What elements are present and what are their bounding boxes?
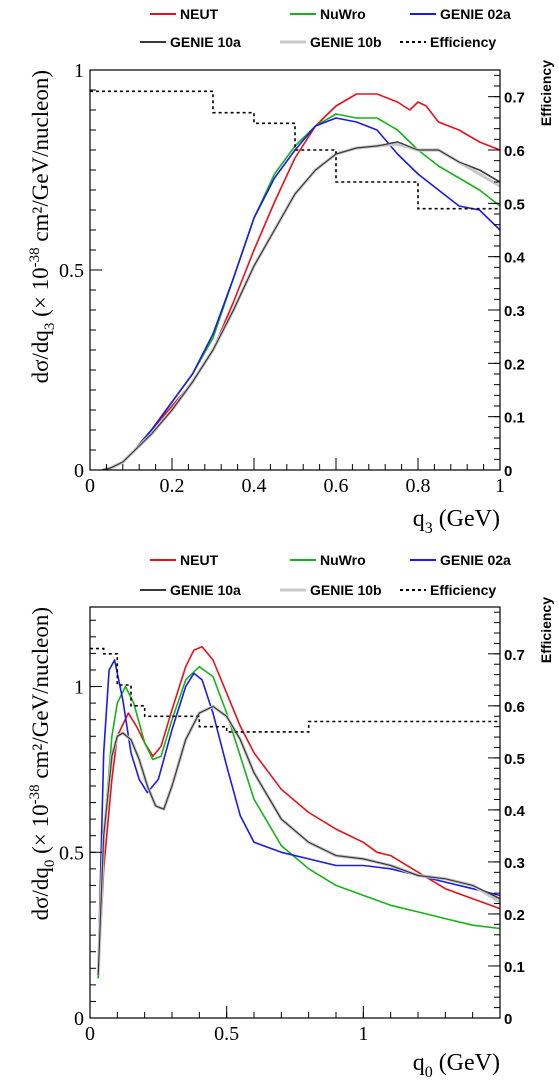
y2-tick-label: 0.5 [504, 751, 525, 768]
series-line-efficiency [90, 647, 500, 733]
legend-label: GENIE 10a [170, 34, 241, 50]
x-tick-label: 0 [85, 1023, 95, 1045]
y2-tick-label: 0.7 [504, 90, 525, 107]
series-line-efficiency [90, 90, 500, 210]
y2-tick-label: 0.4 [504, 250, 526, 267]
y2-tick-label: 0.1 [504, 959, 525, 976]
legend-entry-genie-02a: GENIE 02a [410, 552, 511, 568]
legend-label: GENIE 02a [440, 552, 511, 568]
x-axis-label: q3 (GeV) [413, 506, 500, 537]
y2-tick-label: 0.3 [504, 303, 525, 320]
legend-entry-genie-10b: GENIE 10b [280, 34, 382, 50]
y-axis-label: dσ/dq0 (× 10-38 cm²/GeV/nucleon) [27, 607, 58, 920]
x-axis-label-var: q [413, 1050, 425, 1076]
y2-tick-label: 0.3 [504, 855, 525, 872]
legend-label: GENIE 02a [440, 6, 511, 22]
legend-label: GENIE 10b [310, 34, 382, 50]
plot-frame [89, 606, 501, 1019]
legend-entry-efficiency: Efficiency [400, 582, 496, 598]
y-axis-label-sub: 0 [42, 860, 58, 868]
legend-label: NuWro [320, 6, 366, 22]
y-tick-label: 1 [74, 60, 84, 82]
series-line-genie-10a-core [102, 141, 500, 470]
x-tick-label: 0.4 [242, 475, 267, 497]
x-tick-label: 0.2 [160, 475, 185, 497]
legend-entry-neut: NEUT [150, 6, 219, 22]
y2-tick-label: 0 [504, 463, 512, 480]
legend-label: Efficiency [430, 34, 496, 50]
y2-tick-label: 0.2 [504, 356, 525, 373]
y2-axis-label: Efficiency [538, 597, 554, 663]
legend-label: GENIE 10b [310, 582, 382, 598]
series-line-genie-02a [97, 659, 500, 969]
y2-tick-label: 0.6 [504, 143, 525, 160]
legend-entry-efficiency: Efficiency [400, 34, 496, 50]
y-axis-label-exp: -38 [27, 247, 43, 267]
y-axis-label-pre: (× 10 [28, 804, 53, 859]
legend-label: NEUT [180, 552, 219, 568]
y2-tick-label: 0.4 [504, 803, 526, 820]
y2-tick-label: 0.1 [504, 410, 525, 427]
legend-entry-genie-02a: GENIE 02a [410, 6, 511, 22]
x-tick-label: 0.5 [214, 1023, 239, 1045]
legend-label: Efficiency [430, 582, 496, 598]
legend-entry-nuwro: NuWro [290, 6, 366, 22]
y-tick-label: 0.5 [59, 842, 84, 864]
y-tick-label: 1 [74, 677, 84, 699]
series-line-genie-10a [97, 705, 500, 975]
y2-tick-label: 0.5 [504, 196, 525, 213]
y-axis-label-pre: (× 10 [28, 267, 53, 322]
y2-tick-label: 0.7 [504, 647, 525, 664]
plot-frame [89, 69, 501, 471]
series-line-genie-10a-core [97, 705, 500, 975]
x-axis-label-sub: 0 [425, 1064, 433, 1081]
legend-entry-genie-10b: GENIE 10b [280, 582, 382, 598]
legend-label: GENIE 10a [170, 582, 241, 598]
legend-entry-genie-10a: GENIE 10a [140, 34, 241, 50]
y2-tick-label: 0 [504, 1011, 512, 1028]
y-axis-label-var: dσ/dq [28, 330, 53, 384]
y-tick-label: 0 [74, 1008, 84, 1030]
y-axis-label-post: cm²/GeV/nucleon) [28, 607, 53, 784]
legend-entry-genie-10a: GENIE 10a [140, 582, 241, 598]
x-tick-label: 0 [85, 475, 95, 497]
legend-label: NEUT [180, 6, 219, 22]
x-tick-label: 1 [495, 475, 505, 497]
x-tick-label: 0.6 [324, 475, 349, 497]
y2-axis-label: Efficiency [538, 60, 554, 126]
series-line-neut [97, 646, 500, 979]
x-axis-label: q0 (GeV) [413, 1050, 500, 1081]
legend-entry-neut: NEUT [150, 552, 219, 568]
legend-entry-nuwro: NuWro [290, 552, 366, 568]
y-axis-label-post: cm²/GeV/nucleon) [28, 70, 53, 247]
y2-tick-label: 0.6 [504, 699, 525, 716]
chart-panel-1: 0 0.2 0.4 0.6 0.8 100.5100.10.20.30.40.50.60.… [27, 6, 554, 537]
y-axis-label-var: dσ/dq [28, 867, 53, 921]
y-tick-label: 0.5 [59, 260, 84, 282]
legend-label: NuWro [320, 552, 366, 568]
x-axis-label-unit: (GeV) [433, 1050, 500, 1076]
x-tick-label: 0.8 [406, 475, 431, 497]
y-tick-label: 0 [74, 460, 84, 482]
x-axis-label-var: q [413, 506, 425, 532]
series-line-nuwro [97, 665, 500, 979]
series-line-genie-10b [96, 704, 500, 975]
y2-tick-label: 0.2 [504, 907, 525, 924]
y-axis-label: dσ/dq3 (× 10-38 cm²/GeV/nucleon) [27, 70, 58, 383]
x-axis-label-unit: (GeV) [433, 506, 500, 532]
y-axis-label-sub: 3 [42, 323, 58, 331]
x-axis-label-sub: 3 [425, 520, 433, 537]
y-axis-label-exp: -38 [27, 784, 43, 804]
x-tick-label: 1 [358, 1023, 368, 1045]
